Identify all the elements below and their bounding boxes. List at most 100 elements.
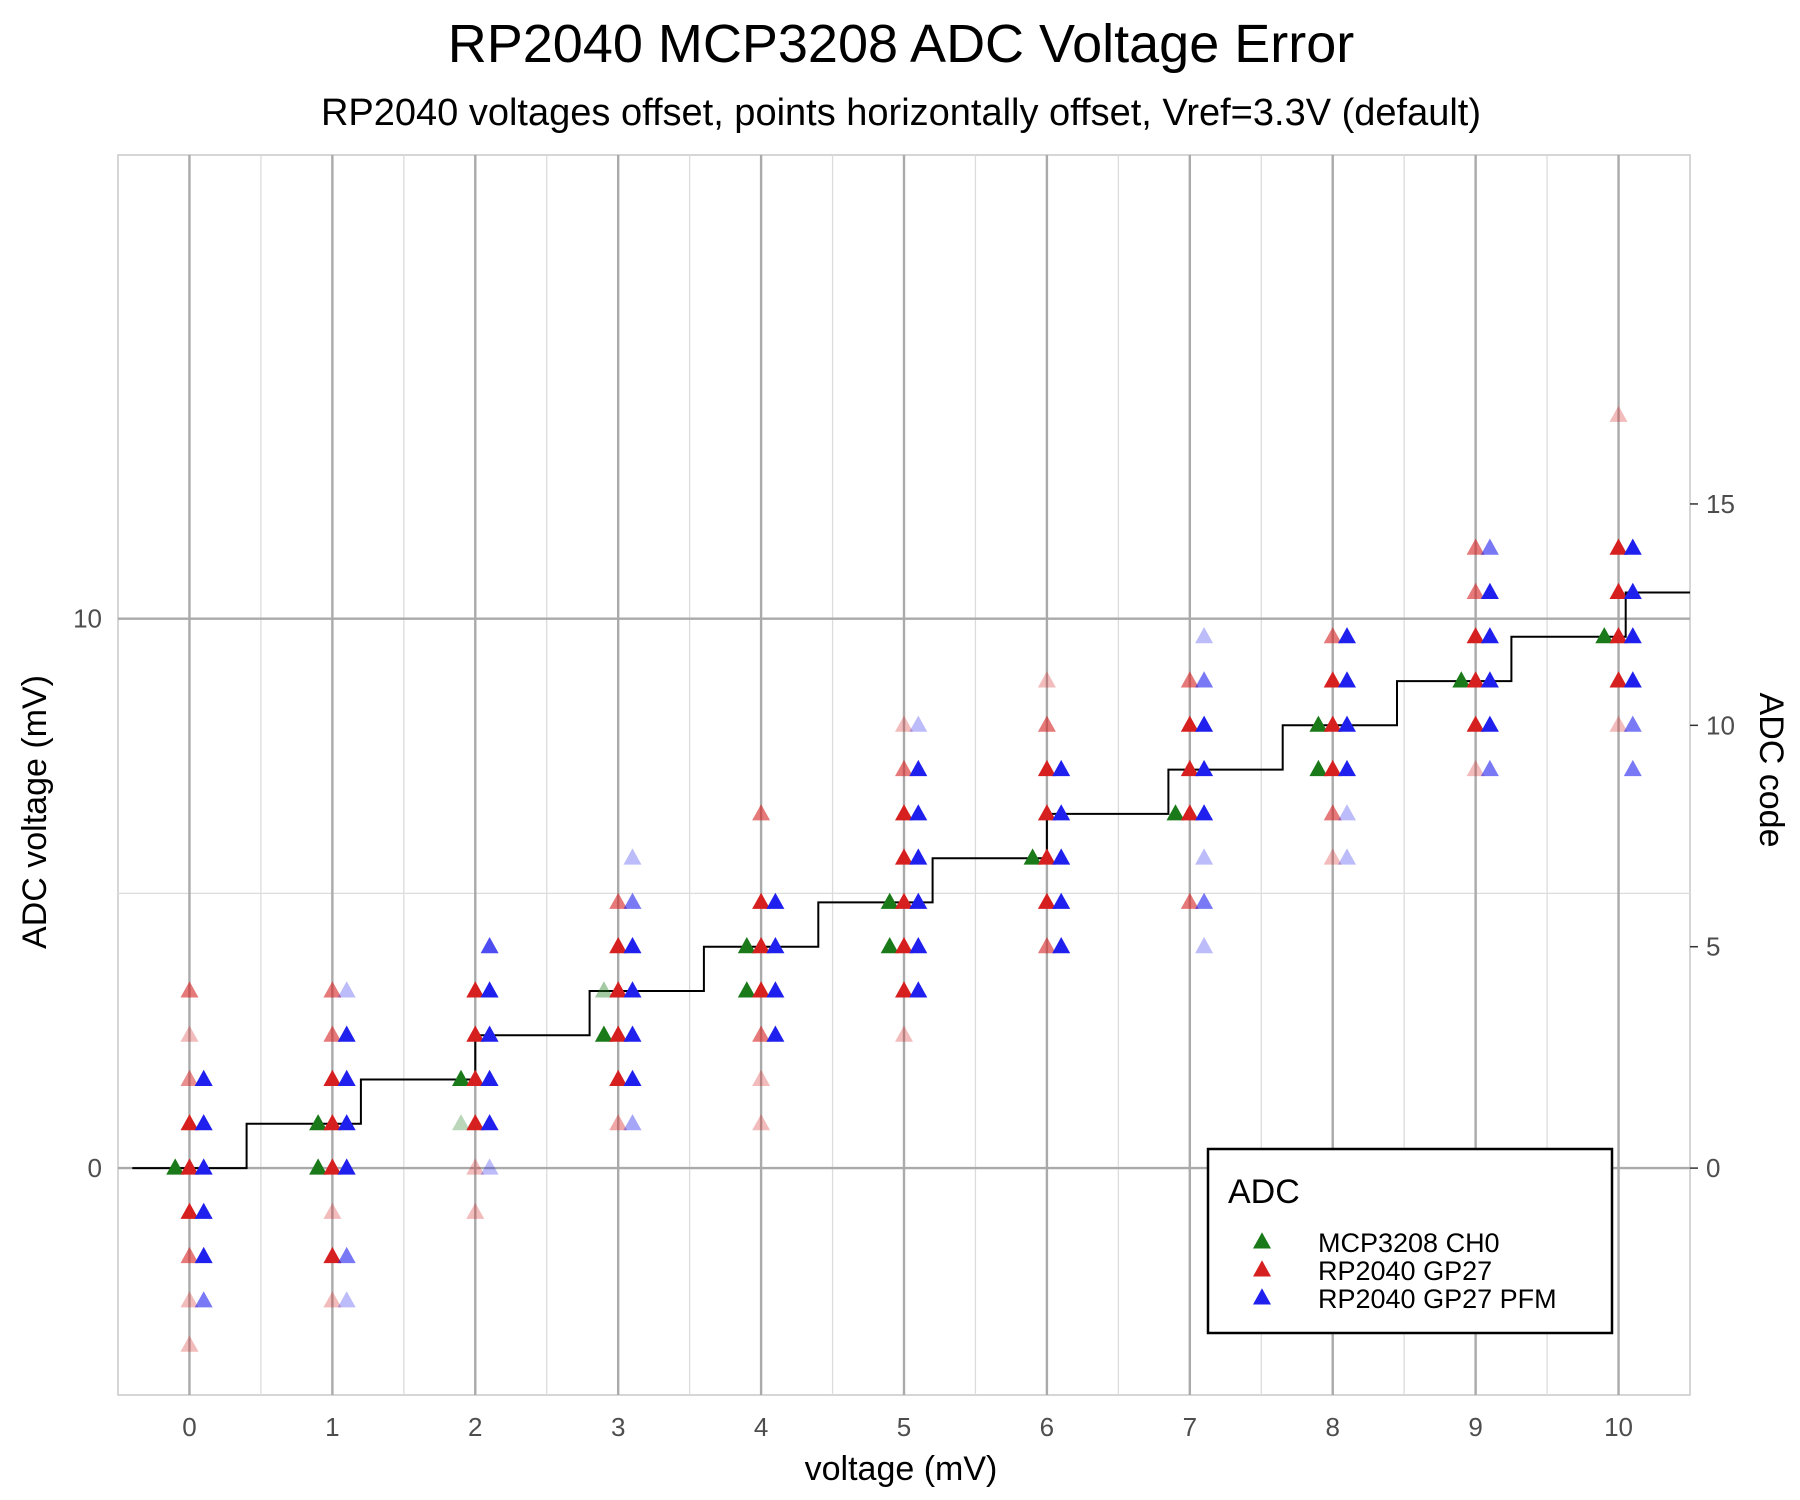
y2-axis-title: ADC code (1752, 693, 1790, 848)
data-point (323, 1069, 342, 1086)
data-point (337, 1291, 356, 1308)
data-point (880, 892, 899, 909)
data-point (1037, 892, 1056, 909)
data-point (480, 981, 499, 998)
x-tick-label: 5 (897, 1412, 911, 1442)
data-point (1195, 892, 1214, 909)
data-point (1037, 671, 1056, 688)
y2-tick-label: 15 (1706, 489, 1735, 519)
y2-tick-label: 0 (1706, 1153, 1720, 1183)
data-point (1466, 538, 1485, 555)
data-point (194, 1069, 213, 1086)
legend-label: RP2040 GP27 (1318, 1256, 1492, 1286)
axis-ticks: 0 1 2 3 4 5 6 7 8 9 10 0 10 0 5 10 15 (73, 489, 1735, 1442)
y2-tick-label: 5 (1706, 932, 1720, 962)
data-point (180, 1069, 199, 1086)
data-point (1338, 715, 1356, 732)
data-point (480, 937, 499, 954)
data-point (1480, 715, 1499, 732)
data-point (180, 1202, 199, 1219)
data-point (180, 1025, 199, 1042)
x-tick-label: 0 (182, 1412, 196, 1442)
data-point (466, 1158, 485, 1175)
legend-title: ADC (1228, 1173, 1300, 1211)
data-point (1338, 627, 1356, 644)
data-point (1466, 627, 1485, 644)
data-point (1338, 671, 1356, 688)
data-point (1466, 759, 1485, 777)
data-point (1323, 848, 1342, 865)
data-point (1466, 582, 1485, 599)
data-point (337, 1069, 356, 1086)
data-point (337, 1246, 356, 1264)
data-point (194, 1202, 213, 1219)
data-point (1052, 759, 1071, 777)
data-point (309, 1158, 328, 1175)
data-point (180, 1246, 199, 1264)
data-points (166, 405, 1642, 1352)
data-point (1623, 671, 1642, 688)
legend-label: RP2040 GP27 PFM (1318, 1284, 1557, 1314)
data-point (609, 1025, 628, 1042)
legend-key (1253, 1260, 1271, 1277)
data-point (1609, 627, 1628, 644)
data-point (194, 1291, 213, 1308)
data-point (480, 1114, 499, 1131)
data-point (895, 715, 913, 732)
data-point (1323, 804, 1342, 821)
data-point (1338, 848, 1356, 865)
data-point (194, 1158, 213, 1175)
data-point (180, 981, 199, 998)
data-point (1480, 538, 1499, 555)
legend-key (1253, 1232, 1271, 1249)
data-point (737, 981, 756, 998)
x-tick-label: 3 (611, 1412, 625, 1442)
data-point (752, 981, 771, 998)
y2-tick-label: 10 (1706, 710, 1735, 740)
data-point (609, 981, 628, 998)
data-point (909, 715, 928, 732)
data-point (180, 1158, 199, 1175)
data-point (609, 1114, 628, 1131)
data-point (337, 1158, 356, 1175)
data-point (1595, 627, 1614, 644)
data-point (752, 1069, 771, 1086)
data-point (1037, 715, 1056, 732)
data-point (1309, 715, 1328, 732)
data-point (337, 981, 356, 998)
data-point (1195, 937, 1214, 954)
data-point (1480, 582, 1499, 599)
data-point (623, 937, 642, 954)
data-point (880, 937, 899, 954)
data-point (895, 759, 913, 777)
data-point (480, 1158, 499, 1175)
data-point (623, 1025, 642, 1042)
data-point (466, 1202, 485, 1219)
x-tick-label: 4 (754, 1412, 768, 1442)
data-point (895, 848, 913, 865)
x-tick-label: 2 (468, 1412, 482, 1442)
legend-entry: RP2040 GP27 PFM (1253, 1284, 1557, 1314)
data-point (1480, 759, 1499, 777)
data-point (1195, 848, 1214, 865)
data-point (895, 1025, 913, 1042)
data-point (1323, 627, 1342, 644)
data-point (1180, 671, 1199, 688)
data-point (1037, 804, 1056, 821)
data-point (1623, 582, 1642, 599)
data-point (1180, 892, 1199, 909)
legend-entry: MCP3208 CH0 (1253, 1228, 1500, 1258)
data-point (1052, 937, 1071, 954)
data-point (766, 892, 785, 909)
data-point (766, 981, 785, 998)
data-point (337, 1025, 356, 1042)
x-tick-label: 10 (1604, 1412, 1633, 1442)
legend-entry: RP2040 GP27 (1253, 1256, 1492, 1286)
x-tick-label: 9 (1468, 1412, 1482, 1442)
data-point (166, 1158, 185, 1175)
data-point (323, 981, 342, 998)
data-point (466, 1069, 485, 1086)
data-point (180, 1291, 199, 1308)
